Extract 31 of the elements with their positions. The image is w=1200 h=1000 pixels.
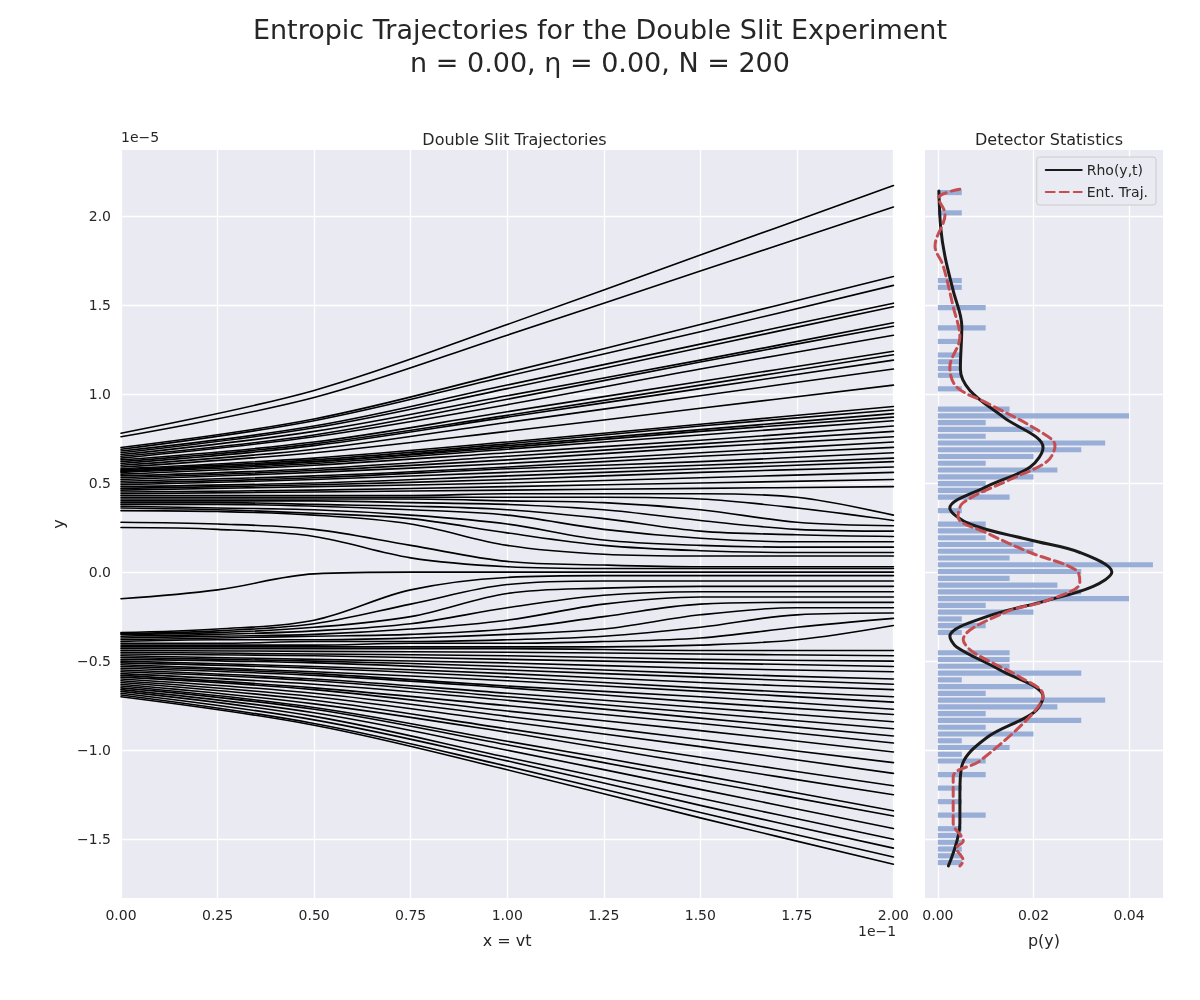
y-tick-label: 0.0 xyxy=(88,564,111,581)
x-tick-label: 0.75 xyxy=(395,907,427,923)
y-tick-label: −1.0 xyxy=(77,742,111,759)
x-tick-label: 0.50 xyxy=(298,907,330,923)
x-tick-label: 2.00 xyxy=(877,907,909,923)
text: Entropic Trajectories for the Double Slit Experiment xyxy=(251,14,949,45)
y-axis-title: y xyxy=(48,519,68,529)
y-tick-label: −1.5 xyxy=(77,831,111,848)
x-tick-label: 1.25 xyxy=(588,907,620,923)
y-tick-label: 0.5 xyxy=(88,475,111,492)
x-tick-label: 1.75 xyxy=(781,907,813,923)
chart-title: Double Slit Trajectories xyxy=(422,129,607,149)
text: 1e−1 xyxy=(858,923,897,939)
x-tick-label: 0.25 xyxy=(201,907,234,923)
y-tick-label: 1.5 xyxy=(88,296,111,313)
text: n = 0.00, η = 0.00, N = 200 xyxy=(409,47,791,78)
x-tick-label: 0.00 xyxy=(922,907,954,923)
y-tick-label: 2.0 xyxy=(88,207,111,224)
x-axis-title: x = vt xyxy=(482,930,532,950)
x-tick-label: 0.02 xyxy=(1017,907,1050,923)
y-tick-label: −0.5 xyxy=(77,653,111,670)
x-tick-label: 0.04 xyxy=(1113,907,1145,923)
legend-label: Ent. Traj. xyxy=(1086,184,1148,200)
x-tick-label: 1.00 xyxy=(491,907,523,923)
legend-label: Rho(y,t) xyxy=(1086,162,1144,178)
text: 1e−5 xyxy=(121,129,160,145)
chart-title: Detector Statistics xyxy=(975,129,1123,149)
x-tick-label: 1.50 xyxy=(684,907,716,923)
y-tick-label: 1.0 xyxy=(88,385,111,402)
x-tick-label: 0.00 xyxy=(105,907,137,923)
x-axis-title: p(y) xyxy=(1027,930,1061,950)
